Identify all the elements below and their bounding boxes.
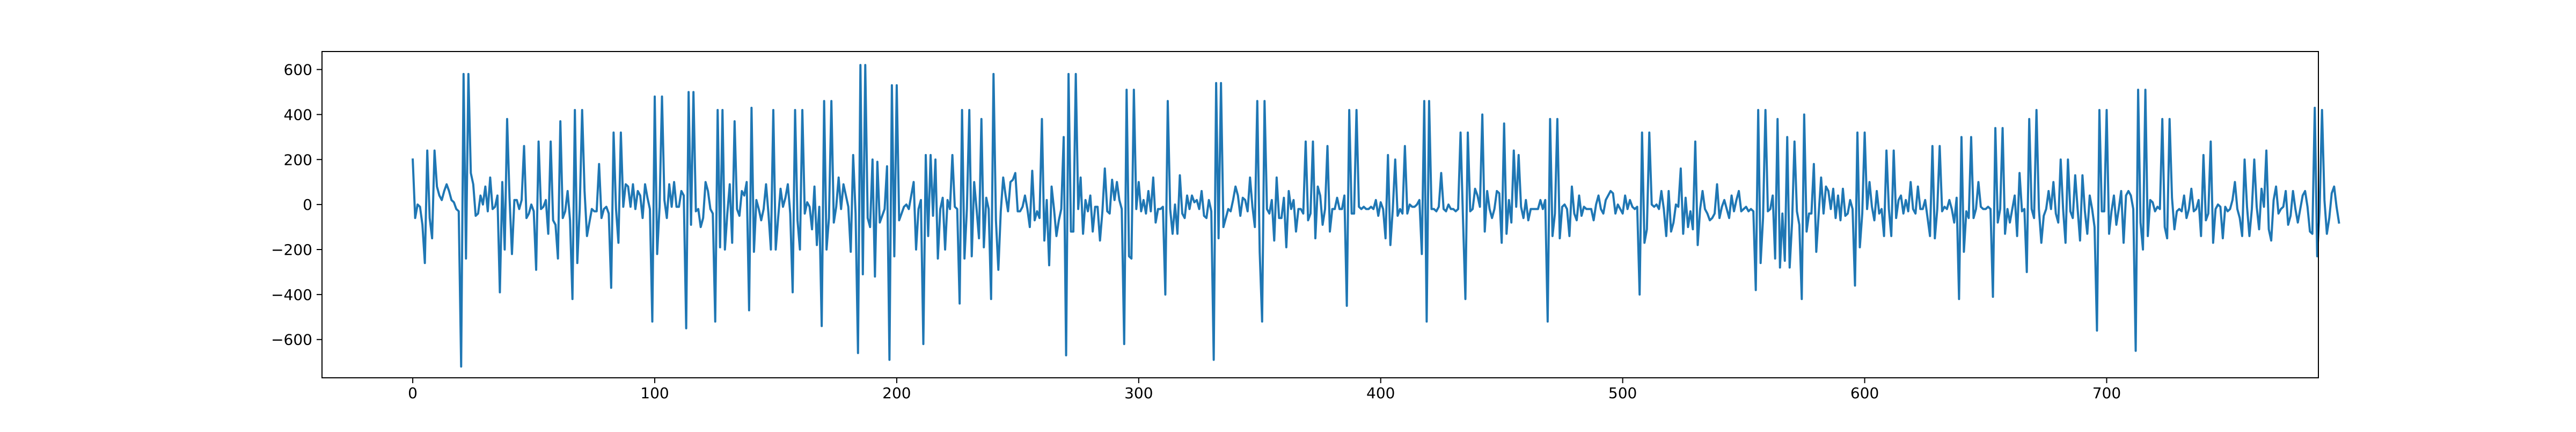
x-tick-label: 400 [1366,384,1395,402]
y-tick-label: 200 [284,151,312,169]
y-tick-label: −400 [271,286,312,304]
y-tick-label: 600 [284,61,312,79]
plot-area [412,64,2340,368]
y-tick-label: 0 [303,196,312,214]
x-tick-label: 0 [408,384,418,402]
series-line-0 [412,64,2340,368]
x-axis: 0 100 200 300 400 500 600 700 [408,378,2121,402]
x-tick-label: 100 [640,384,669,402]
axes-frame [321,51,2319,378]
x-tick-label: 600 [1850,384,1879,402]
y-tick-label: −200 [271,241,312,259]
x-tick-label: 700 [2092,384,2121,402]
x-tick-label: 500 [1608,384,1637,402]
x-tick-label: 200 [882,384,911,402]
y-axis: −600 −400 −200 0 200 400 600 [271,61,322,349]
x-tick-label: 300 [1124,384,1153,402]
y-tick-label: −600 [271,331,312,349]
y-tick-label: 400 [284,106,312,123]
